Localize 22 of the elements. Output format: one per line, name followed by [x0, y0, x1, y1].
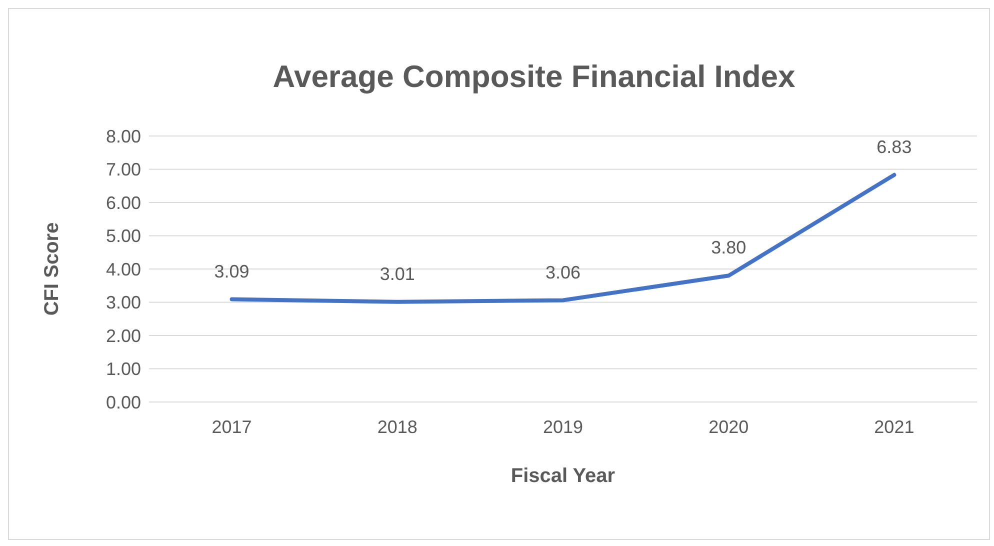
x-tick-label: 2017: [212, 416, 252, 437]
data-label: 3.80: [711, 238, 746, 258]
x-axis-title: Fiscal Year: [510, 465, 616, 487]
x-tick-label: 2018: [377, 416, 418, 437]
x-tick-label: 2019: [542, 416, 584, 437]
y-tick-label: 6.00: [106, 192, 141, 213]
y-axis-title: CFI Score: [41, 222, 64, 316]
y-tick-label: 2.00: [106, 326, 141, 346]
data-label: 6.83: [876, 136, 912, 157]
chart-title: Average Composite Financial Index: [272, 59, 796, 95]
data-label: 3.06: [545, 262, 581, 282]
data-label: 3.09: [214, 261, 250, 282]
y-tick-label: 7.00: [106, 160, 141, 180]
x-tick-label: 2021: [874, 416, 914, 437]
y-tick-label: 8.00: [106, 126, 141, 146]
y-tick-label: 3.00: [106, 292, 141, 313]
data-label: 3.01: [380, 264, 415, 284]
x-tick-label: 2020: [708, 416, 749, 437]
y-tick-label: 0.00: [106, 392, 141, 412]
y-tick-label: 4.00: [106, 259, 141, 280]
y-tick-label: 5.00: [106, 226, 141, 246]
y-tick-label: 1.00: [106, 359, 141, 380]
